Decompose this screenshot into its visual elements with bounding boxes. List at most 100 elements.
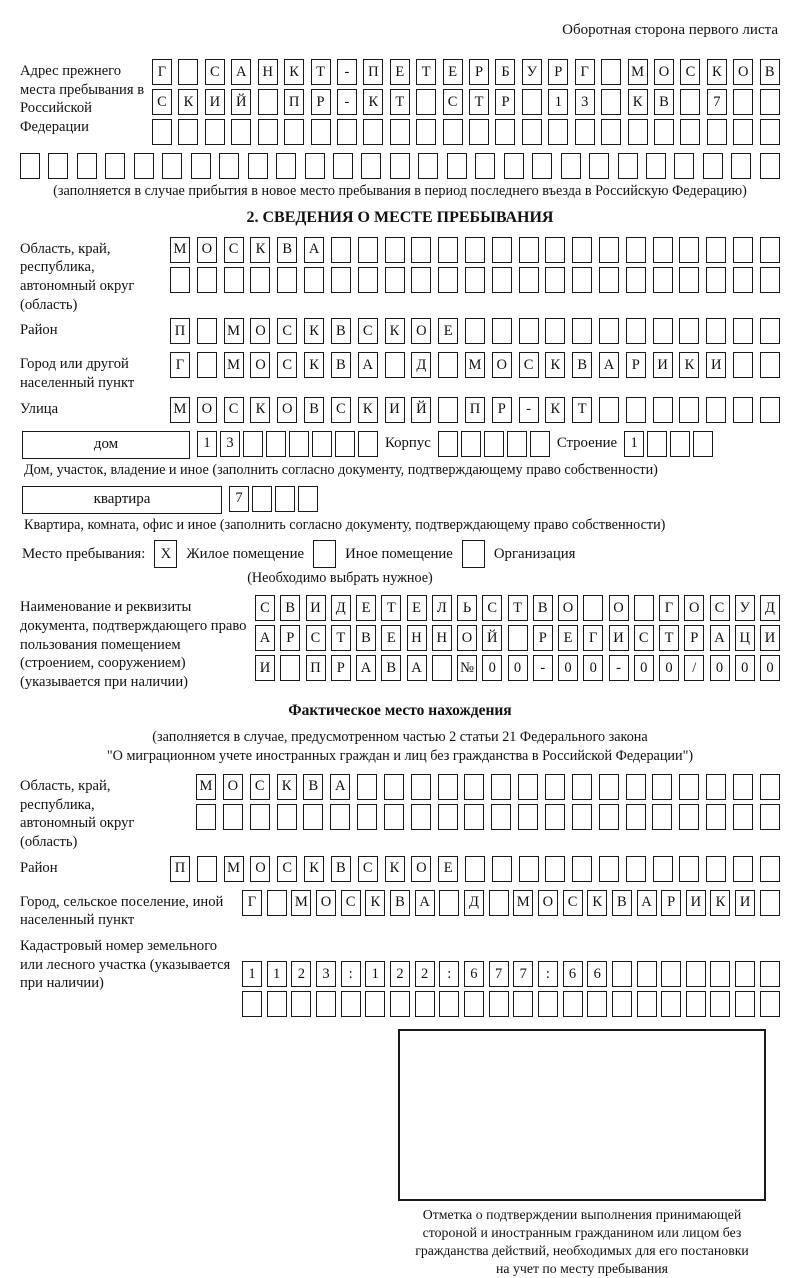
char-box[interactable]: [685, 991, 706, 1018]
char-box[interactable]: К: [357, 396, 378, 423]
char-box[interactable]: [389, 991, 410, 1018]
char-box[interactable]: Д: [760, 595, 780, 622]
char-box[interactable]: М: [223, 855, 244, 882]
char-box[interactable]: С: [482, 595, 503, 622]
char-box[interactable]: [589, 153, 610, 179]
char-box[interactable]: [204, 119, 225, 145]
char-box[interactable]: С: [518, 352, 539, 379]
char-box[interactable]: [249, 803, 270, 830]
char-box[interactable]: [340, 991, 361, 1018]
char-box[interactable]: [330, 266, 351, 293]
char-box[interactable]: [625, 318, 646, 345]
char-box[interactable]: О: [411, 318, 432, 345]
char-box[interactable]: Е: [558, 625, 578, 652]
char-box[interactable]: [733, 352, 754, 379]
char-box[interactable]: Е: [381, 625, 402, 652]
char-box[interactable]: :: [439, 961, 460, 988]
char-box[interactable]: [572, 855, 593, 882]
char-box[interactable]: [383, 803, 404, 830]
char-box[interactable]: [464, 855, 485, 882]
char-box[interactable]: Т: [507, 595, 528, 622]
char-box[interactable]: [464, 803, 485, 830]
char-box[interactable]: Н: [257, 59, 278, 85]
char-box[interactable]: [599, 855, 619, 882]
char-box[interactable]: С: [633, 625, 654, 652]
char-box[interactable]: К: [304, 318, 325, 345]
char-box[interactable]: -: [518, 396, 539, 423]
char-box[interactable]: В: [611, 889, 632, 916]
char-box[interactable]: В: [572, 352, 593, 379]
char-box[interactable]: Н: [431, 625, 452, 652]
char-box[interactable]: [652, 773, 673, 800]
char-box[interactable]: [223, 266, 244, 293]
char-box[interactable]: Е: [389, 59, 410, 85]
char-box[interactable]: [219, 153, 240, 179]
char-box[interactable]: И: [255, 655, 275, 682]
char-box[interactable]: К: [587, 889, 608, 916]
char-box[interactable]: [170, 266, 190, 293]
char-box[interactable]: [733, 236, 754, 263]
char-box[interactable]: [277, 266, 298, 293]
char-box[interactable]: [601, 119, 622, 145]
char-box[interactable]: [518, 266, 539, 293]
char-box[interactable]: Ц: [734, 625, 755, 652]
char-box[interactable]: О: [608, 595, 629, 622]
char-box[interactable]: [463, 991, 484, 1018]
char-box[interactable]: [759, 961, 780, 988]
char-box[interactable]: [418, 153, 439, 179]
char-box[interactable]: Т: [330, 625, 351, 652]
char-box[interactable]: [529, 430, 550, 457]
char-box[interactable]: И: [305, 595, 326, 622]
char-box[interactable]: [572, 236, 593, 263]
char-box[interactable]: [389, 153, 410, 179]
char-box[interactable]: [571, 773, 592, 800]
char-box[interactable]: [518, 855, 539, 882]
char-box[interactable]: [652, 266, 673, 293]
char-box[interactable]: В: [304, 396, 325, 423]
char-box[interactable]: №: [457, 655, 477, 682]
char-box[interactable]: [617, 153, 638, 179]
char-box[interactable]: [298, 485, 318, 512]
char-box[interactable]: [625, 773, 646, 800]
char-box[interactable]: [599, 396, 619, 423]
char-box[interactable]: [20, 153, 40, 179]
char-box[interactable]: [152, 119, 172, 145]
char-box[interactable]: [706, 773, 727, 800]
char-box[interactable]: С: [562, 889, 583, 916]
char-box[interactable]: Й: [231, 89, 252, 115]
char-box[interactable]: [416, 119, 437, 145]
char-box[interactable]: [625, 803, 646, 830]
char-box[interactable]: [706, 119, 727, 145]
char-box[interactable]: А: [709, 625, 730, 652]
char-box[interactable]: [625, 266, 646, 293]
char-box[interactable]: 6: [587, 961, 608, 988]
char-box[interactable]: 6: [562, 961, 583, 988]
char-box[interactable]: М: [170, 236, 190, 263]
char-box[interactable]: С: [305, 625, 326, 652]
char-box[interactable]: [679, 266, 700, 293]
char-box[interactable]: П: [284, 89, 305, 115]
char-box[interactable]: А: [330, 773, 351, 800]
char-box[interactable]: [384, 236, 405, 263]
char-box[interactable]: [759, 236, 780, 263]
char-box[interactable]: А: [414, 889, 435, 916]
char-box[interactable]: В: [277, 236, 298, 263]
char-box[interactable]: [437, 773, 458, 800]
char-box[interactable]: В: [303, 773, 324, 800]
char-box[interactable]: Р: [491, 396, 512, 423]
char-box[interactable]: Р: [684, 625, 705, 652]
char-box[interactable]: 7: [513, 961, 534, 988]
char-box[interactable]: В: [356, 625, 376, 652]
char-box[interactable]: :: [537, 961, 558, 988]
char-box[interactable]: [521, 119, 542, 145]
char-box[interactable]: [759, 889, 780, 916]
char-box[interactable]: [384, 266, 405, 293]
char-box[interactable]: Е: [438, 318, 459, 345]
char-box[interactable]: Р: [280, 625, 301, 652]
char-box[interactable]: 1: [624, 430, 645, 457]
char-box[interactable]: [48, 153, 69, 179]
char-box[interactable]: В: [532, 595, 553, 622]
char-box[interactable]: [469, 119, 490, 145]
char-box[interactable]: [625, 855, 646, 882]
char-box[interactable]: К: [627, 89, 648, 115]
